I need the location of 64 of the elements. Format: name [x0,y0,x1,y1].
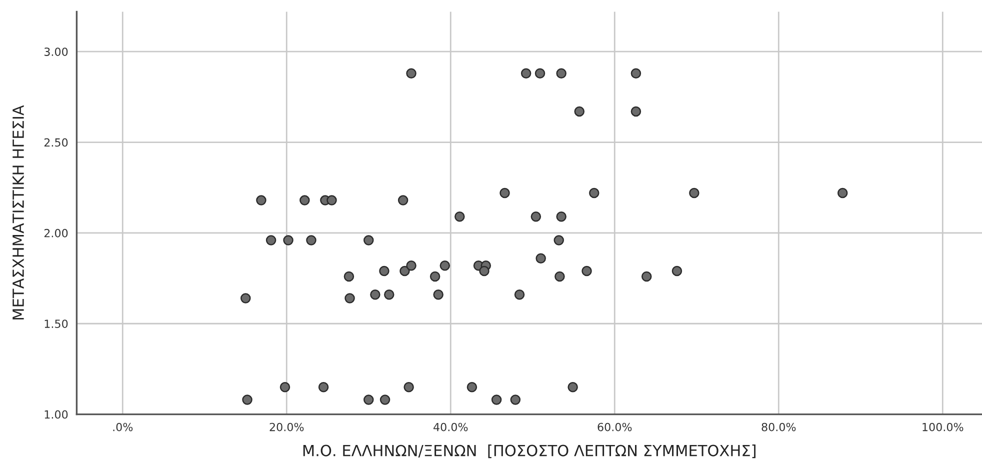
x-tick-label: 80.0% [762,422,796,432]
point [672,266,682,276]
point [440,260,450,271]
point [326,195,337,206]
point [398,195,408,206]
point [556,212,566,222]
x-tick-label: 60.0% [598,422,632,432]
y-tick-label: 2.00 [44,228,68,238]
point [379,266,390,276]
point [520,68,532,78]
point [344,271,354,282]
y-tick-label: 3.00 [44,48,68,56]
point [510,394,521,405]
point [240,293,251,304]
point [554,271,565,282]
point [433,289,444,300]
point [430,271,440,282]
point [406,68,416,78]
point [556,68,566,78]
point [491,394,502,405]
point [479,266,490,276]
point [280,382,290,392]
point [568,382,578,392]
point [400,266,410,276]
point [454,212,465,222]
point [514,289,525,300]
point [534,68,546,78]
x-tick-label: 40.0% [434,422,468,432]
point [364,235,374,246]
x-axis-title: Μ.Ο. ΕΛΛΗΝΩΝ/ΞΕΝΩΝ [ΠΟΣΟΣΤΟ ΛΕΠΤΩΝ ΣΥΜΜΕΤΟΧΗΣ] [303,444,756,458]
point [466,382,478,392]
x-tick-label: .0% [113,422,133,432]
point [283,235,294,246]
point [306,235,316,246]
point [384,289,394,300]
y-tick-label: 1.50 [44,320,68,328]
x-tick-label: 100.0% [922,422,964,432]
point [689,188,700,198]
point [242,394,252,405]
point [364,394,374,405]
point [574,106,584,117]
point [837,188,848,198]
point [630,106,642,117]
y-tick-label: 1.00 [44,410,68,419]
point [380,394,390,405]
point [404,382,414,392]
point [554,235,564,246]
point [256,195,266,206]
point [266,235,276,246]
point [536,253,546,264]
point [370,289,380,300]
point [641,271,652,282]
y-axis-title: ΜΕΤΑΣΧΗΜΑΤΙΣΤΙΚΗ ΗΓΕΣΙΑ [12,105,24,320]
point [318,382,329,392]
point [344,293,355,304]
point [582,266,592,276]
point [530,212,542,222]
point [406,260,416,271]
point [630,68,642,78]
point [500,188,510,198]
x-tick-label: 20.0% [270,422,304,432]
point [589,188,600,198]
point [300,195,310,206]
y-tick-label: 2.50 [44,138,68,147]
